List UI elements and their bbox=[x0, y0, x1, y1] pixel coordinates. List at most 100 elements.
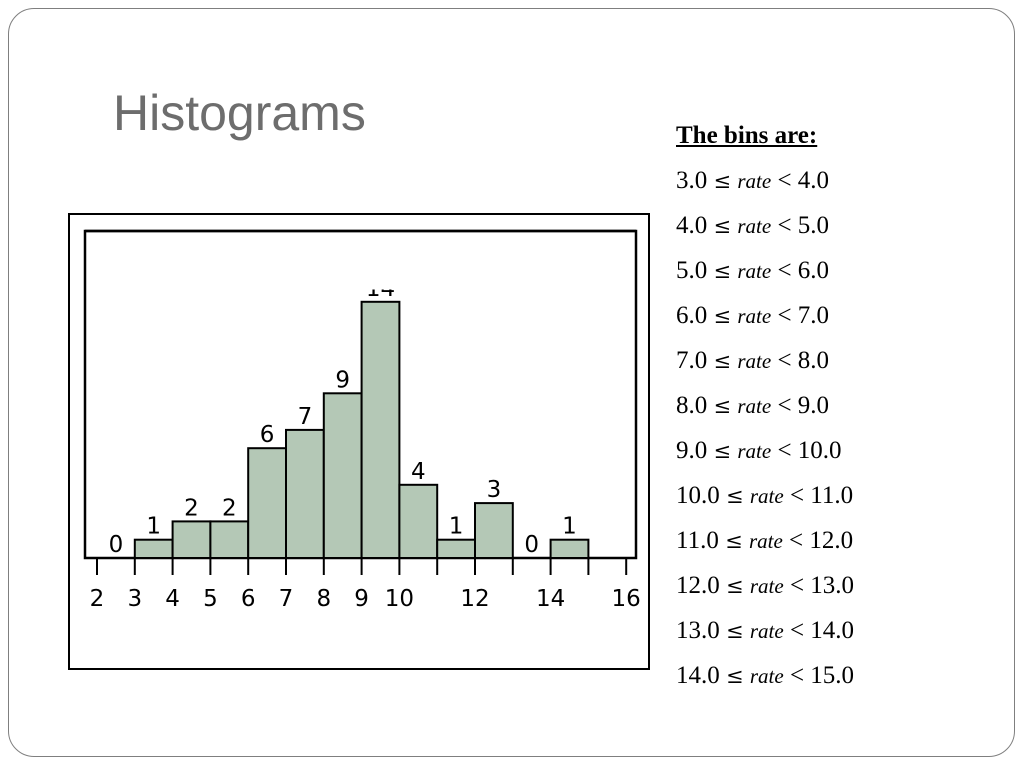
bin-row: 11.0 ≤ rate < 12.0 bbox=[676, 518, 1006, 563]
bin-low: 14.0 bbox=[676, 662, 720, 689]
leq-symbol: ≤ bbox=[726, 664, 744, 688]
x-tick-label: 8 bbox=[316, 586, 331, 612]
bar-count-label: 7 bbox=[298, 404, 313, 430]
bin-high: 13.0 bbox=[810, 572, 855, 599]
bar-count-label: 0 bbox=[524, 532, 539, 558]
leq-symbol: ≤ bbox=[713, 259, 732, 283]
bin-row: 12.0 ≤ rate < 13.0 bbox=[676, 563, 1006, 608]
bin-high: 4.0 bbox=[797, 167, 830, 194]
bin-low: 10.0 bbox=[676, 482, 720, 509]
x-tick-label: 4 bbox=[165, 586, 180, 612]
slide-title: Histograms bbox=[113, 85, 366, 141]
histogram-bar bbox=[474, 502, 514, 560]
bin-row: 6.0 ≤ rate < 7.0 bbox=[676, 293, 1006, 338]
bin-low: 7.0 bbox=[676, 347, 708, 374]
x-tick-label: 6 bbox=[241, 586, 256, 612]
bar-count-label: 1 bbox=[146, 514, 161, 540]
bins-panel: The bins are: 3.0 ≤ rate < 4.0 4.0 ≤ rate… bbox=[676, 113, 1006, 698]
x-tick-label: 3 bbox=[127, 586, 142, 612]
leq-symbol: ≤ bbox=[726, 619, 744, 643]
histogram-bar bbox=[322, 392, 363, 559]
bin-variable: rate bbox=[748, 529, 783, 553]
histogram-bar bbox=[209, 520, 250, 559]
x-tick-label: 5 bbox=[203, 586, 218, 612]
bins-list: 3.0 ≤ rate < 4.0 4.0 ≤ rate < 5.0 5.0 ≤ ra… bbox=[676, 158, 1006, 698]
bar-count-label: 0 bbox=[109, 532, 124, 558]
lt-symbol: < bbox=[789, 527, 804, 554]
bin-high: 7.0 bbox=[797, 302, 830, 329]
bin-high: 6.0 bbox=[797, 257, 830, 284]
x-tick-label: 7 bbox=[279, 586, 294, 612]
lt-symbol: < bbox=[777, 302, 792, 329]
lt-symbol: < bbox=[777, 212, 792, 239]
bin-high: 10.0 bbox=[797, 437, 842, 464]
bins-heading: The bins are: bbox=[676, 122, 818, 149]
bin-variable: rate bbox=[749, 574, 784, 598]
bin-row: 9.0 ≤ rate < 10.0 bbox=[676, 428, 1006, 473]
bin-low: 11.0 bbox=[676, 527, 719, 554]
x-tick-label: 9 bbox=[354, 586, 369, 612]
leq-symbol: ≤ bbox=[726, 574, 744, 598]
lt-symbol: < bbox=[789, 482, 805, 509]
bin-variable: rate bbox=[737, 394, 772, 418]
bar-count-label: 2 bbox=[184, 495, 199, 521]
leq-symbol: ≤ bbox=[725, 529, 743, 553]
bin-variable: rate bbox=[737, 169, 772, 193]
x-tick-label: 16 bbox=[612, 586, 641, 612]
histogram-svg: 012267914413012345678910121416 bbox=[83, 229, 641, 612]
bar-count-label: 1 bbox=[562, 514, 577, 540]
histogram-bar bbox=[285, 428, 325, 559]
bin-high: 15.0 bbox=[810, 662, 855, 689]
bin-low: 9.0 bbox=[676, 437, 708, 464]
lt-symbol: < bbox=[789, 572, 805, 599]
bin-high: 9.0 bbox=[797, 392, 830, 419]
bin-high: 8.0 bbox=[797, 347, 830, 374]
lt-symbol: < bbox=[777, 347, 792, 374]
bin-variable: rate bbox=[737, 349, 772, 373]
bin-row: 10.0 ≤ rate < 11.0 bbox=[676, 473, 1006, 518]
histogram-bar bbox=[360, 300, 401, 560]
bin-variable: rate bbox=[749, 664, 784, 688]
bin-variable: rate bbox=[737, 214, 772, 238]
x-tick-label: 2 bbox=[90, 586, 105, 612]
bin-row: 8.0 ≤ rate < 9.0 bbox=[676, 383, 1006, 428]
histogram-chart: 012267914413012345678910121416 bbox=[68, 213, 650, 670]
bin-variable: rate bbox=[749, 484, 784, 508]
x-tick-label: 10 bbox=[385, 586, 414, 612]
bar-count-label: 9 bbox=[335, 367, 350, 393]
bar-count-label: 1 bbox=[449, 514, 464, 540]
bin-row: 4.0 ≤ rate < 5.0 bbox=[676, 203, 1006, 248]
lt-symbol: < bbox=[777, 257, 792, 284]
bin-high: 5.0 bbox=[797, 212, 830, 239]
leq-symbol: ≤ bbox=[713, 349, 732, 373]
lt-symbol: < bbox=[789, 662, 805, 689]
histogram-bar bbox=[398, 483, 439, 559]
bin-high: 14.0 bbox=[810, 617, 855, 644]
bin-low: 13.0 bbox=[676, 617, 720, 644]
bin-variable: rate bbox=[737, 259, 772, 283]
bin-variable: rate bbox=[749, 619, 784, 643]
leq-symbol: ≤ bbox=[713, 304, 732, 328]
leq-symbol: ≤ bbox=[713, 214, 732, 238]
bar-count-label: 2 bbox=[222, 495, 237, 521]
histogram-bar bbox=[436, 538, 477, 560]
leq-symbol: ≤ bbox=[726, 484, 744, 508]
leq-symbol: ≤ bbox=[713, 169, 732, 193]
histogram-bar bbox=[247, 447, 287, 559]
x-tick-label: 12 bbox=[460, 586, 489, 612]
bin-row: 5.0 ≤ rate < 6.0 bbox=[676, 248, 1006, 293]
bin-row: 3.0 ≤ rate < 4.0 bbox=[676, 158, 1006, 203]
lt-symbol: < bbox=[777, 392, 792, 419]
bar-count-label: 6 bbox=[260, 422, 275, 448]
bin-low: 6.0 bbox=[676, 302, 708, 329]
x-tick-label: 14 bbox=[536, 586, 565, 612]
bar-count-label: 3 bbox=[487, 477, 502, 503]
bin-low: 8.0 bbox=[676, 392, 708, 419]
leq-symbol: ≤ bbox=[713, 394, 732, 418]
bin-row: 7.0 ≤ rate < 8.0 bbox=[676, 338, 1006, 383]
bar-count-label: 4 bbox=[411, 459, 426, 485]
bin-variable: rate bbox=[737, 439, 772, 463]
leq-symbol: ≤ bbox=[713, 439, 732, 463]
bin-row: 13.0 ≤ rate < 14.0 bbox=[676, 608, 1006, 653]
bin-low: 5.0 bbox=[676, 257, 708, 284]
